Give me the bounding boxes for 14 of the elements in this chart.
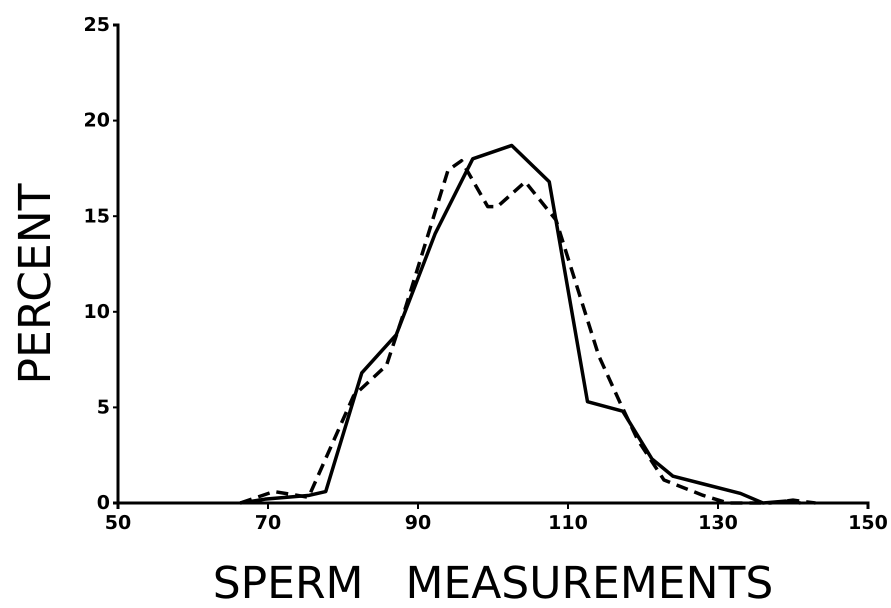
y-tick-label: 10 (84, 300, 110, 323)
x-tick-label: 70 (254, 512, 282, 534)
y-tick-label: 0 (96, 492, 110, 514)
y-tick-label: 5 (96, 396, 110, 418)
x-tick-label: 110 (548, 512, 588, 534)
x-tick-label: 50 (104, 512, 132, 534)
y-tick-label: 25 (84, 14, 110, 36)
y-tick-label: 15 (84, 205, 110, 228)
y-axis-title: PERCENT (10, 183, 61, 385)
x-tick-label: 150 (848, 512, 888, 534)
y-tick-label: 20 (84, 110, 110, 132)
x-axis-title: SPERM MEASUREMENTS (212, 558, 774, 608)
x-tick-label: 130 (698, 512, 738, 534)
x-tick-label: 90 (404, 512, 432, 534)
